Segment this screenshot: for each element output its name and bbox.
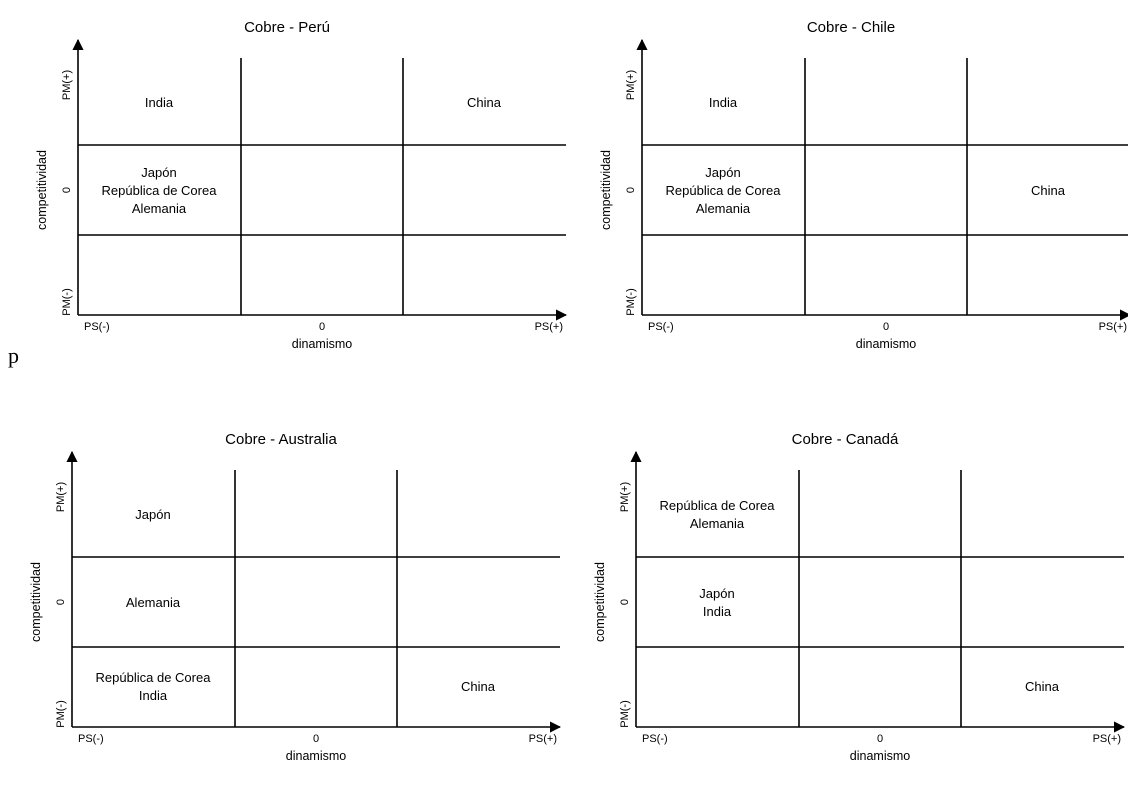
chart-panel-peru: Cobre - Perú PS(-) 0 PS(+) dinamismo PM(+) 0 PM… [0, 10, 570, 390]
country-label: Japón [141, 165, 176, 180]
x-axis-label: dinamismo [292, 337, 352, 351]
country-label: India [703, 604, 732, 619]
y-tick-label: 0 [55, 599, 67, 605]
x-tick-label: 0 [319, 321, 325, 333]
x-axis-label: dinamismo [850, 749, 910, 763]
country-label: Japón [705, 165, 740, 180]
y-tick-label: PM(+) [619, 482, 631, 512]
stray-letter-p: p [8, 343, 19, 368]
x-tick-label: PS(+) [529, 733, 557, 745]
y-tick-label: PM(+) [61, 70, 73, 100]
country-label: China [1025, 679, 1060, 694]
country-label: Alemania [126, 595, 181, 610]
country-label: Alemania [690, 516, 745, 531]
country-label: Japón [699, 586, 734, 601]
country-label: República de Corea [660, 498, 776, 513]
y-tick-label: PM(-) [625, 288, 637, 316]
y-tick-label: PM(+) [55, 482, 67, 512]
y-tick-label: PM(-) [55, 700, 67, 728]
country-label: India [709, 95, 738, 110]
chart-panel-chile: Cobre - Chile PS(-) 0 PS(+) dinamismo PM(+) 0 P… [564, 10, 1128, 390]
y-tick-label: 0 [61, 187, 73, 193]
country-label: India [145, 95, 174, 110]
country-label: China [467, 95, 502, 110]
x-tick-label: 0 [883, 321, 889, 333]
x-tick-label: 0 [313, 733, 319, 745]
country-label: República de Corea [96, 670, 212, 685]
y-tick-label: 0 [619, 599, 631, 605]
country-label: Alemania [696, 201, 751, 216]
chart-title: Cobre - Canadá [792, 431, 899, 448]
y-axis-label: competitividad [29, 562, 43, 642]
y-tick-label: 0 [625, 187, 637, 193]
country-label: China [461, 679, 496, 694]
y-tick-label: PM(+) [625, 70, 637, 100]
x-tick-label: 0 [877, 733, 883, 745]
country-label: China [1031, 183, 1066, 198]
country-label: Alemania [132, 201, 187, 216]
chart-title: Cobre - Australia [225, 431, 337, 448]
y-tick-label: PM(-) [619, 700, 631, 728]
chart-title: Cobre - Chile [807, 19, 895, 36]
x-axis-label: dinamismo [856, 337, 916, 351]
chart-title: Cobre - Perú [244, 19, 330, 36]
y-tick-label: PM(-) [61, 288, 73, 316]
x-tick-label: PS(-) [84, 321, 110, 333]
quadrant-matrix-svg: Cobre - Perú PS(-) 0 PS(+) dinamismo PM(+) 0 PM… [35, 19, 568, 351]
y-axis-label: competitividad [35, 150, 49, 230]
country-label: India [139, 688, 168, 703]
x-tick-label: PS(+) [1099, 321, 1127, 333]
quadrant-matrix-svg: Cobre - Chile PS(-) 0 PS(+) dinamismo PM(+) 0 P… [599, 19, 1128, 351]
country-label: República de Corea [102, 183, 218, 198]
x-tick-label: PS(-) [642, 733, 668, 745]
x-tick-label: PS(-) [648, 321, 674, 333]
x-tick-label: PS(+) [535, 321, 563, 333]
x-tick-label: PS(+) [1093, 733, 1121, 745]
y-axis-label: competitividad [593, 562, 607, 642]
country-label: Japón [135, 507, 170, 522]
chart-panel-australia: Cobre - Australia PS(-) 0 PS(+) dinamismo PM(… [0, 422, 564, 802]
quadrant-matrix-svg: Cobre - Australia PS(-) 0 PS(+) dinamismo PM(… [29, 431, 562, 763]
x-axis-label: dinamismo [286, 749, 346, 763]
y-axis-label: competitividad [599, 150, 613, 230]
x-tick-label: PS(-) [78, 733, 104, 745]
country-label: República de Corea [666, 183, 782, 198]
chart-panel-canada: Cobre - Canadá PS(-) 0 PS(+) dinamismo PM(+) 0… [558, 422, 1128, 802]
quadrant-matrix-svg: Cobre - Canadá PS(-) 0 PS(+) dinamismo PM(+) 0… [593, 431, 1126, 763]
